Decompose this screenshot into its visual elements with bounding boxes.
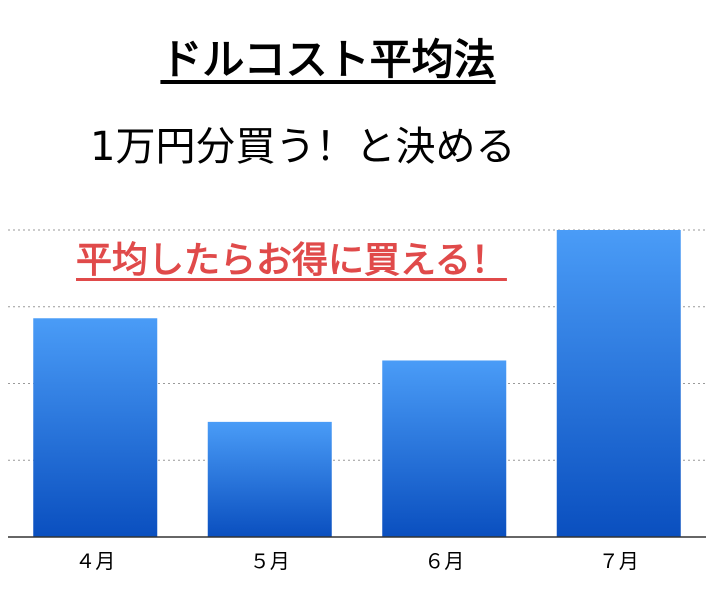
bars	[33, 230, 681, 537]
x-tick-label: ５月	[250, 549, 290, 573]
bar-1	[33, 318, 158, 537]
chart-annotation: 平均したらお得に買える！	[76, 240, 507, 281]
x-tick-label: ７月	[599, 549, 639, 573]
chart-subtitle: 1万円分買う！と決める	[90, 124, 516, 170]
bar-2	[207, 421, 332, 537]
x-tick-labels: ４月 ５月 ６月 ７月	[75, 549, 639, 573]
x-tick-label: ６月	[424, 549, 464, 573]
bar-4	[556, 230, 681, 537]
x-tick-label: ４月	[75, 549, 115, 573]
bar-3	[382, 360, 507, 537]
chart-title: ドルコスト平均法	[160, 35, 496, 84]
